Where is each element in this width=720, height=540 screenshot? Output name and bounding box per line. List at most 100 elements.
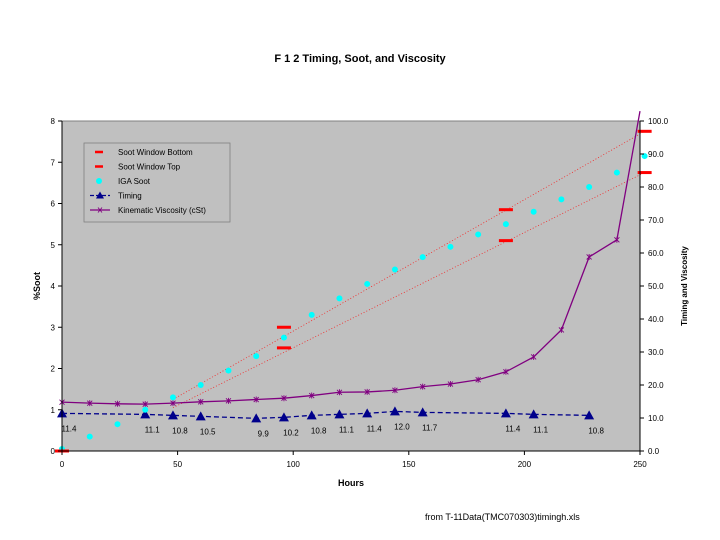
timing-data-label: 12.0 (394, 422, 410, 431)
iga-soot-point (336, 295, 343, 302)
chart-title: F 1 2 Timing, Soot, and Viscosity (274, 53, 446, 65)
iga-soot-point (558, 196, 565, 203)
iga-soot-point (475, 231, 482, 238)
timing-point (528, 409, 539, 419)
y-tick-label: 5 (51, 241, 56, 250)
legend-label: Kinematic Viscosity (cSt) (118, 206, 206, 215)
timing-data-label: 10.8 (311, 426, 327, 435)
y2-tick-label: 60.0 (648, 249, 664, 258)
timing-point (389, 406, 400, 416)
timing-data-label: 11.1 (145, 425, 161, 434)
y2-tick-label: 100.0 (648, 117, 669, 126)
y2-tick-label: 70.0 (648, 216, 664, 225)
viscosity-line (61, 110, 641, 405)
timing-point (278, 412, 289, 422)
iga-soot-point (613, 169, 620, 176)
x-tick-label: 50 (173, 460, 182, 469)
legend-label: IGA Soot (118, 177, 151, 186)
x-tick-label: 100 (287, 460, 301, 469)
viscosity-point (308, 392, 315, 399)
viscosity-point (419, 383, 426, 390)
timing-point (334, 409, 345, 419)
viscosity-point (170, 400, 176, 407)
timing-series: 11.4 11.1 10.8 10.5 9.9 10.2 10.8 11.1 11.4 12.0 1… (57, 406, 604, 438)
legend-label: Soot Window Bottom (118, 148, 193, 157)
y-tick-label: 2 (51, 365, 56, 374)
timing-data-label: 11.1 (339, 425, 355, 434)
legend: Soot Window Bottom Soot Window Top IGA Soo… (83, 142, 231, 223)
timing-data-label: 11.4 (505, 424, 521, 433)
viscosity-point (447, 381, 454, 388)
viscosity-point (197, 398, 204, 405)
legend-box (83, 142, 231, 223)
y2-tick-label: 40.0 (648, 315, 664, 324)
y-tick-label: 1 (51, 406, 56, 415)
viscosity-point (281, 395, 287, 402)
y-tick-label: 7 (51, 158, 56, 167)
legend-swatch (96, 178, 102, 184)
viscosity-point (364, 388, 371, 395)
legend-swatch-marker (96, 191, 104, 199)
iga-soot-series (59, 153, 648, 452)
timing-data-label: 10.5 (200, 427, 216, 436)
timing-data-label: 11.1 (533, 425, 549, 434)
y2-tick-label: 80.0 (648, 183, 664, 192)
timing-data-label: 9.9 (258, 429, 270, 438)
viscosity-point (586, 253, 592, 260)
x-tick-label: 150 (402, 460, 416, 469)
iga-soot-point (114, 421, 121, 428)
x-tick-label: 200 (518, 460, 532, 469)
iga-soot-point (447, 243, 454, 250)
viscosity-point (558, 326, 565, 333)
y-tick-label: 3 (51, 323, 56, 332)
timing-data-label: 10.8 (588, 426, 604, 435)
iga-soot-point (225, 367, 232, 374)
timing-data-label: 11.4 (62, 424, 78, 433)
timing-data-label: 10.2 (283, 428, 299, 437)
trendlines (172, 130, 645, 409)
timing-data-label: 11.4 (367, 424, 383, 433)
timing-data-label: 10.8 (172, 426, 188, 435)
viscosity-point (253, 396, 260, 403)
timing-point (584, 410, 595, 420)
trendline (172, 172, 645, 409)
y2-tick-label: 50.0 (648, 282, 664, 291)
x-tick-label: 0 (60, 460, 65, 469)
iga-soot-point (86, 433, 93, 440)
timing-point (362, 408, 373, 418)
timing-point (500, 408, 511, 418)
x-axis-label: Hours (338, 478, 364, 488)
viscosity-point (614, 236, 620, 243)
y2-tick-label: 30.0 (648, 348, 664, 357)
x-tick-label: 250 (633, 460, 647, 469)
iga-soot-point (308, 311, 315, 318)
timing-data-label: 11.7 (422, 423, 438, 432)
viscosity-point (86, 400, 93, 407)
iga-soot-point (419, 254, 426, 261)
y-tick-label: 6 (51, 200, 56, 209)
iga-soot-point (364, 280, 371, 287)
iga-soot-point (197, 382, 204, 388)
trendline (172, 130, 645, 400)
legend-label: Soot Window Top (118, 163, 181, 172)
viscosity-point (392, 387, 398, 394)
iga-soot-point (586, 184, 593, 190)
source-footnote: from T-11Data(TMC070303)timingh.xls (425, 512, 580, 522)
iga-soot-point (280, 334, 287, 341)
timing-point (140, 409, 151, 419)
iga-soot-point (169, 394, 176, 401)
y2-tick-label: 20.0 (648, 381, 664, 390)
viscosity-point (142, 401, 149, 408)
legend-swatch-marker (97, 207, 103, 213)
viscosity-point (336, 389, 343, 396)
y-tick-label: 4 (51, 282, 56, 291)
timing-point (306, 410, 317, 420)
y-axis-label: %Soot (32, 272, 42, 300)
y2-tick-label: 10.0 (648, 414, 664, 423)
iga-soot-point (530, 208, 537, 215)
timing-point (195, 411, 206, 421)
timing-point (417, 407, 428, 417)
iga-soot-point (641, 153, 648, 160)
timing-point (251, 413, 262, 423)
y2-tick-label: 0.0 (648, 447, 660, 456)
